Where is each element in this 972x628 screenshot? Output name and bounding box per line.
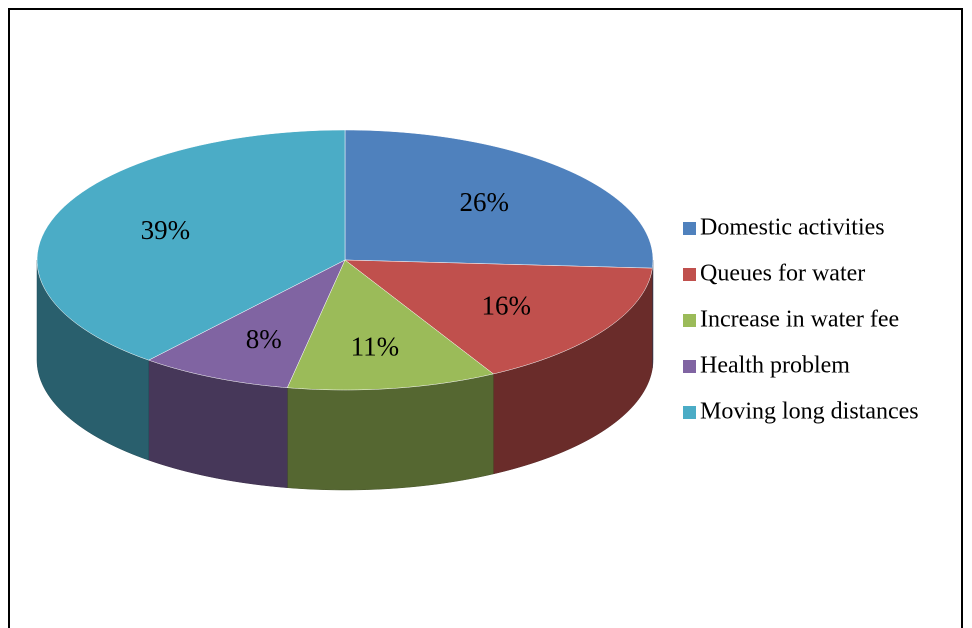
- pie-slice: [344, 259, 653, 375]
- data-label: 39%: [141, 215, 191, 245]
- pie-slice: [148, 259, 346, 388]
- pie-slice: [286, 259, 494, 391]
- legend-label: Queues for water: [700, 261, 865, 287]
- data-label: 8%: [246, 324, 282, 354]
- legend-label: Increase in water fee: [700, 307, 899, 333]
- legend-swatch: [683, 406, 696, 419]
- legend-swatch: [683, 314, 696, 327]
- pie-sides: [36, 259, 654, 491]
- pie-side: [287, 373, 494, 491]
- legend: Domestic activities Queues for water Incre…: [683, 215, 919, 425]
- legend-label: Health problem: [700, 353, 850, 379]
- legend-swatch: [683, 222, 696, 235]
- data-label: 26%: [459, 187, 509, 217]
- data-labels: 26% 16% 11% 8% 39%: [141, 187, 531, 362]
- pie-tops: [36, 129, 654, 391]
- legend-label: Moving long distances: [700, 399, 919, 425]
- data-label: 11%: [351, 332, 400, 362]
- pie-slice: [36, 129, 346, 361]
- legend-swatch: [683, 268, 696, 281]
- legend-swatch: [683, 360, 696, 373]
- data-label: 16%: [481, 291, 531, 321]
- pie-slice: [344, 129, 654, 269]
- legend-label: Domestic activities: [700, 215, 885, 241]
